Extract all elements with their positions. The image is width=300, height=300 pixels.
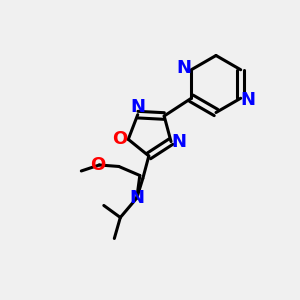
Text: N: N <box>241 91 256 109</box>
Text: N: N <box>171 133 186 151</box>
Text: O: O <box>90 156 105 174</box>
Text: N: N <box>129 189 144 207</box>
Text: N: N <box>130 98 145 116</box>
Text: O: O <box>112 130 127 148</box>
Text: N: N <box>176 59 191 77</box>
